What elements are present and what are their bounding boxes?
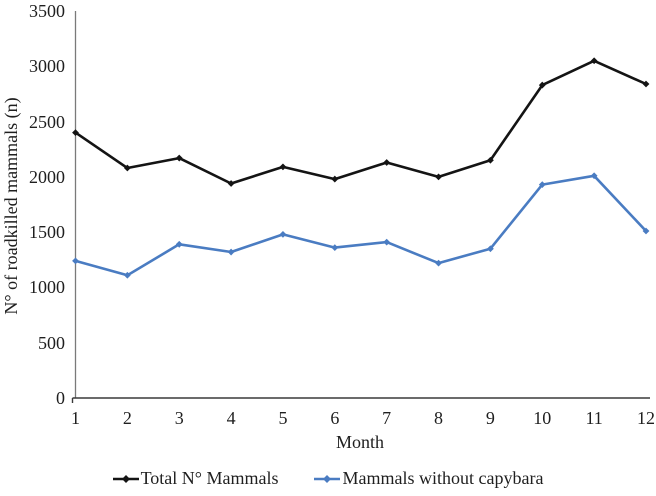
data-point-marker [642,80,650,88]
data-point-marker [590,57,598,65]
x-tick-label: 5 [278,408,288,428]
data-point-marker [331,175,339,183]
y-tick-label: 2500 [29,111,65,132]
y-tick-label: 3500 [29,1,65,21]
data-point-marker [487,156,494,164]
y-tick-label: 1500 [29,222,65,243]
data-point-marker [72,129,79,137]
x-axis-title: Month [335,432,384,452]
legend-item-total-mammals: Total N° Mammals [112,468,279,489]
data-point-marker [123,271,131,279]
x-tick-label: 4 [226,408,236,428]
data-point-marker [435,259,442,267]
legend-label-without-capybara: Mammals without capybara [342,468,544,488]
x-tick-label: 10 [533,408,552,428]
data-point-marker [435,173,442,181]
data-point-marker [538,81,546,89]
legend-item-without-capybara: Mammals without capybara [314,468,543,489]
x-tick-label: 1 [71,408,80,428]
x-tick-label: 2 [122,408,132,428]
data-point-marker [175,154,183,162]
series-line-0 [74,59,647,185]
y-tick-label: 500 [38,332,65,353]
legend-label-total-mammals: Total N° Mammals [140,468,279,488]
line-marker-icon [314,474,341,483]
y-tick-label: 1000 [29,277,65,298]
data-point-marker [279,163,287,171]
x-tick-label: 7 [382,408,392,428]
data-point-marker [642,227,650,235]
data-point-marker [72,257,79,265]
data-point-marker [487,245,494,253]
data-point-marker [123,164,131,172]
x-tick-label: 6 [330,408,340,428]
data-point-marker [590,172,598,180]
x-tick-label: 11 [585,408,603,428]
x-tick-label: 9 [485,408,495,428]
data-point-marker [538,181,546,188]
y-tick-label: 2000 [29,166,65,187]
data-point-marker [227,248,235,256]
data-point-marker [383,159,391,166]
data-point-marker [279,230,287,238]
data-point-marker [331,244,339,252]
legend: Total N° Mammals Mammals without capybar… [0,468,656,489]
data-point-marker [175,240,183,248]
y-tick-label: 3000 [29,56,65,77]
data-point-marker [383,238,391,246]
x-tick-label: 3 [174,408,184,428]
x-tick-label: 12 [637,408,655,428]
data-point-marker [227,180,235,187]
series-line-1 [75,174,647,277]
line-marker-icon [112,474,139,483]
y-tick-label: 0 [56,388,65,408]
x-tick-label: 8 [434,408,444,428]
